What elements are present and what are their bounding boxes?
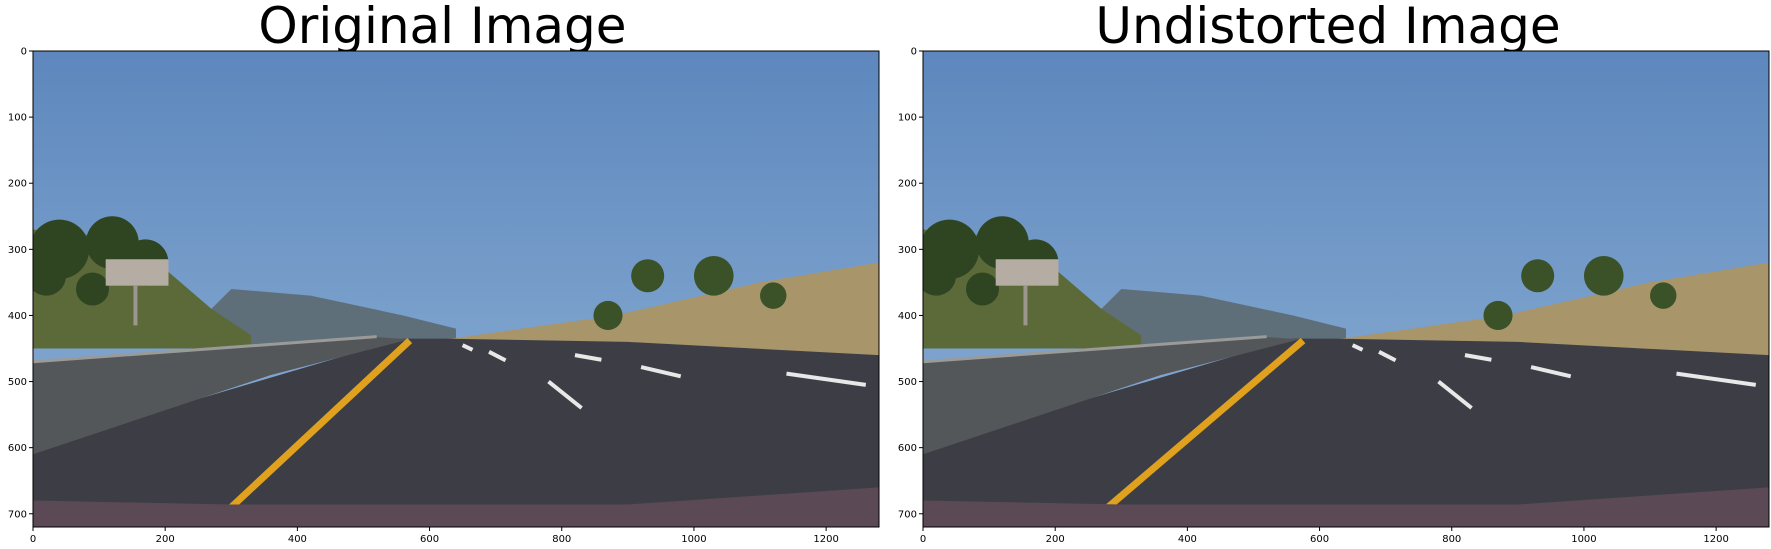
panel-title: Undistorted Image: [1095, 0, 1561, 55]
barrier-top: [923, 335, 1267, 364]
tree: [965, 272, 1000, 306]
x-tick-label: 1200: [1703, 534, 1728, 545]
y-tick-label: 200: [8, 179, 27, 190]
billboard-post: [133, 285, 138, 326]
panel-title: Original Image: [258, 0, 627, 55]
tree: [760, 282, 787, 309]
y-tick-label: 500: [898, 377, 917, 388]
white-lane-dash: [574, 353, 602, 362]
tree: [631, 259, 665, 293]
original-image-figure: 0 200 400 600 800 1000 1200 0 100 200 300 400 500 600…: [8, 47, 880, 545]
y-tick-label: 600: [898, 443, 917, 454]
car-hood: [33, 487, 879, 527]
x-tick-label: 200: [1046, 534, 1065, 545]
white-lane-dash: [1378, 350, 1397, 363]
y-tick-label: 700: [8, 509, 27, 520]
y-tick-label: 400: [8, 311, 27, 322]
x-tick-label: 1000: [681, 534, 706, 545]
tree: [1521, 259, 1555, 293]
white-lane-dash: [1530, 365, 1572, 379]
x-tick-label: 400: [1178, 534, 1197, 545]
white-lane-dash: [640, 365, 682, 379]
mountains: [185, 289, 456, 349]
x-tick-label: 1000: [1571, 534, 1596, 545]
undistorted-image-figure: 0 200 400 600 800 1000 1200 0 100 200 300 400 500 600…: [898, 47, 1770, 545]
y-tick-label: 200: [898, 179, 917, 190]
photo-scene: [33, 51, 879, 527]
tree: [1483, 300, 1513, 330]
axes-frame: [32, 50, 880, 528]
median-barrier: [923, 336, 1300, 455]
tree: [693, 255, 734, 296]
y-tick-label: 0: [911, 47, 917, 58]
white-lane-dash: [1464, 353, 1492, 362]
y-tick-label: 400: [898, 311, 917, 322]
x-tick-label: 200: [156, 534, 175, 545]
undistorted-image-panel: Undistorted Image 0 200 400 600 800 1000 1200 0…: [885, 0, 1771, 549]
y-tick-label: 0: [21, 47, 27, 58]
y-tick-label: 300: [898, 245, 917, 256]
white-lane-dash: [1676, 371, 1757, 387]
photo-scene: [923, 51, 1769, 527]
white-lane-dash: [547, 379, 583, 410]
x-tick-label: 0: [920, 534, 926, 545]
x-tick-label: 800: [1442, 534, 1461, 545]
tree: [593, 300, 623, 330]
white-lane-dash: [461, 343, 474, 352]
x-tick-label: 600: [420, 534, 439, 545]
billboard: [105, 259, 169, 286]
y-tick-label: 300: [8, 245, 27, 256]
tree: [1650, 282, 1677, 309]
x-tick-label: 1200: [813, 534, 838, 545]
x-tick-label: 600: [1310, 534, 1329, 545]
billboard: [995, 259, 1059, 286]
tree: [33, 255, 67, 296]
original-image-panel: Original Image 0 200 400 600 800 1000 1200 0 100…: [0, 0, 885, 549]
median-barrier: [33, 336, 410, 455]
car-hood: [923, 487, 1769, 527]
yellow-lane-line: [228, 338, 413, 510]
y-tick-label: 600: [8, 443, 27, 454]
white-lane-dash: [786, 371, 867, 387]
tree: [923, 255, 957, 296]
axes-frame: [922, 50, 1770, 528]
left-hillside: [923, 229, 1142, 349]
x-tick-label: 0: [30, 534, 36, 545]
billboard-post: [1023, 285, 1028, 326]
tree: [1583, 255, 1624, 296]
y-tick-label: 700: [898, 509, 917, 520]
y-tick-label: 100: [898, 113, 917, 124]
tree: [75, 272, 110, 306]
left-hillside: [33, 229, 252, 349]
x-tick-label: 400: [288, 534, 307, 545]
white-lane-dash: [1437, 379, 1473, 410]
y-tick-label: 500: [8, 377, 27, 388]
x-tick-label: 800: [552, 534, 571, 545]
y-tick-label: 100: [8, 113, 27, 124]
road: [33, 338, 879, 527]
yellow-lane-line: [1105, 337, 1306, 510]
white-lane-dash: [1351, 343, 1364, 352]
white-lane-dash: [488, 350, 507, 363]
road: [923, 338, 1769, 527]
barrier-top: [33, 335, 377, 364]
mountains: [1075, 289, 1346, 349]
